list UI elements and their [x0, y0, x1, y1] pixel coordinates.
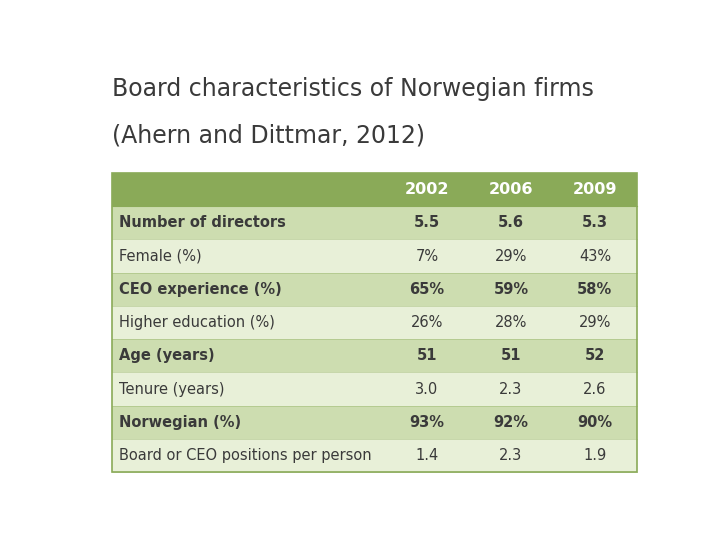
Bar: [112, 173, 636, 472]
Text: Higher education (%): Higher education (%): [119, 315, 275, 330]
Bar: [112, 206, 385, 239]
Text: 5.3: 5.3: [582, 215, 608, 230]
Text: Board or CEO positions per person: Board or CEO positions per person: [119, 448, 372, 463]
Text: 29%: 29%: [495, 248, 527, 264]
Bar: [385, 406, 469, 439]
Bar: [553, 173, 636, 206]
Text: 2.3: 2.3: [500, 448, 523, 463]
Bar: [385, 206, 469, 239]
Bar: [469, 306, 553, 339]
Bar: [469, 339, 553, 373]
Bar: [385, 373, 469, 406]
Text: 51: 51: [417, 348, 437, 363]
Text: 90%: 90%: [577, 415, 613, 430]
Bar: [553, 239, 636, 273]
Bar: [553, 373, 636, 406]
Bar: [385, 273, 469, 306]
Bar: [385, 439, 469, 472]
Bar: [112, 239, 385, 273]
Text: 92%: 92%: [493, 415, 528, 430]
Text: 29%: 29%: [579, 315, 611, 330]
Bar: [469, 239, 553, 273]
Bar: [385, 173, 469, 206]
Bar: [469, 173, 553, 206]
Bar: [385, 306, 469, 339]
Text: 52: 52: [585, 348, 605, 363]
Text: Norwegian (%): Norwegian (%): [119, 415, 241, 430]
Bar: [553, 439, 636, 472]
Text: Number of directors: Number of directors: [119, 215, 286, 230]
Bar: [112, 273, 385, 306]
Text: 28%: 28%: [495, 315, 527, 330]
Text: 58%: 58%: [577, 282, 613, 297]
Text: 5.5: 5.5: [414, 215, 440, 230]
Text: 3.0: 3.0: [415, 382, 438, 396]
Text: 5.6: 5.6: [498, 215, 524, 230]
Bar: [469, 406, 553, 439]
Bar: [112, 439, 385, 472]
Bar: [385, 339, 469, 373]
Bar: [469, 439, 553, 472]
Text: 65%: 65%: [410, 282, 444, 297]
Text: Female (%): Female (%): [119, 248, 202, 264]
Bar: [553, 273, 636, 306]
Bar: [112, 373, 385, 406]
Bar: [112, 173, 385, 206]
Bar: [469, 273, 553, 306]
Text: 2009: 2009: [572, 182, 617, 197]
Bar: [112, 339, 385, 373]
Bar: [112, 406, 385, 439]
Text: 59%: 59%: [493, 282, 528, 297]
Text: 2.6: 2.6: [583, 382, 606, 396]
Text: 1.9: 1.9: [583, 448, 606, 463]
Bar: [553, 339, 636, 373]
Bar: [553, 306, 636, 339]
Text: 43%: 43%: [579, 248, 611, 264]
Bar: [469, 373, 553, 406]
Text: 51: 51: [500, 348, 521, 363]
Bar: [553, 206, 636, 239]
Text: Board characteristics of Norwegian firms: Board characteristics of Norwegian firms: [112, 77, 594, 102]
Text: 2002: 2002: [405, 182, 449, 197]
Bar: [469, 206, 553, 239]
Bar: [553, 406, 636, 439]
Text: 1.4: 1.4: [415, 448, 438, 463]
Text: Age (years): Age (years): [119, 348, 215, 363]
Text: 93%: 93%: [410, 415, 444, 430]
Text: (Ahern and Dittmar, 2012): (Ahern and Dittmar, 2012): [112, 123, 426, 147]
Text: CEO experience (%): CEO experience (%): [119, 282, 282, 297]
Text: 2.3: 2.3: [500, 382, 523, 396]
Text: 2006: 2006: [489, 182, 534, 197]
Bar: [112, 306, 385, 339]
Bar: [385, 239, 469, 273]
Text: 26%: 26%: [411, 315, 444, 330]
Text: Tenure (years): Tenure (years): [119, 382, 225, 396]
Text: 7%: 7%: [415, 248, 438, 264]
